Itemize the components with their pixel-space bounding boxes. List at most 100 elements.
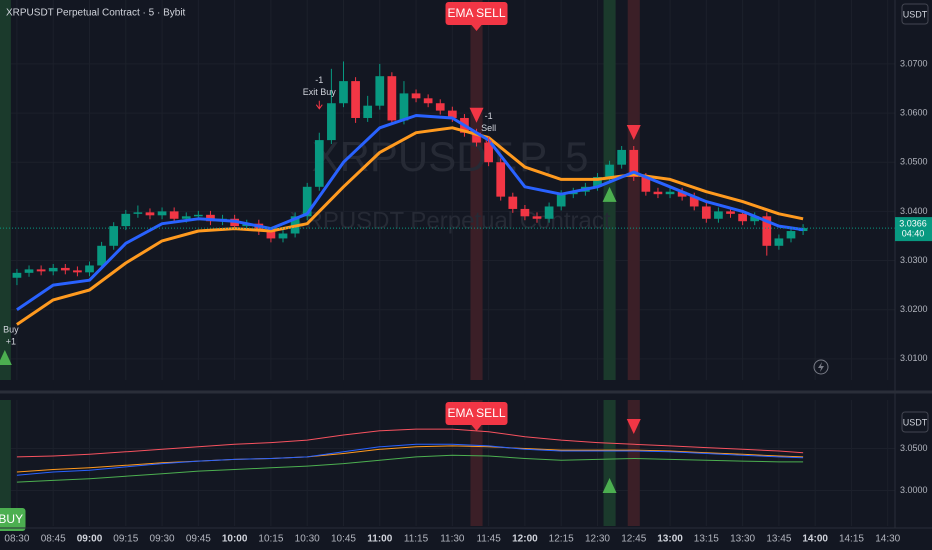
annotation: -1 (315, 75, 323, 85)
candle-body (351, 81, 360, 118)
y-tick-label: 3.0200 (900, 304, 928, 314)
candle-body (738, 213, 747, 222)
signal-marker (602, 478, 617, 493)
y-tick-label: 3.0300 (900, 255, 928, 265)
last-price-box (895, 217, 932, 242)
candle-body (339, 81, 348, 104)
candle-body (435, 103, 445, 111)
candle-body (750, 216, 760, 222)
lightning-icon (818, 362, 824, 372)
indicator-line (16, 445, 804, 473)
x-tick-label: 14:00 (802, 534, 828, 545)
signal-label: BUY (0, 512, 23, 526)
candle-body (423, 98, 433, 104)
candle-body (181, 216, 191, 219)
candle-body (641, 176, 651, 192)
signal-marker (626, 419, 641, 434)
x-tick-label: 08:45 (41, 534, 66, 545)
candle-body (363, 105, 373, 118)
candle-body (206, 214, 215, 222)
annotation-arrow (485, 136, 493, 146)
candle-body (266, 231, 276, 239)
signal-marker (469, 107, 484, 123)
chart-title: XRPUSDT Perpetual Contract · 5 · Bybit (6, 8, 186, 19)
y-tick-label: 3.0400 (900, 206, 928, 216)
countdown: 04:40 (902, 228, 925, 238)
x-tick-label: 09:00 (77, 534, 103, 545)
y-tick-label: 3.0000 (900, 485, 928, 495)
candle-body (278, 233, 288, 239)
annotation: -1 (485, 111, 493, 121)
signal-band (0, 0, 11, 380)
candle-body (12, 272, 22, 278)
last-price-label: 3.0366 (899, 218, 927, 228)
candle-body (121, 213, 131, 227)
candle-body (36, 269, 46, 272)
candle-body (169, 211, 179, 219)
signal-marker (626, 125, 641, 141)
candle-body (193, 214, 203, 217)
currency[interactable]: USDT (903, 417, 928, 427)
candle-body (496, 162, 506, 197)
candle-body (677, 191, 687, 197)
x-tick-label: 12:15 (549, 534, 574, 545)
candle-body (605, 164, 614, 177)
signal-label: EMA SELL (448, 6, 506, 20)
candle-body (689, 196, 699, 207)
candle-body (327, 103, 336, 141)
x-tick-label: 08:30 (4, 534, 29, 545)
candle-body (24, 269, 34, 273)
x-tick-label: 13:15 (694, 534, 719, 545)
currency-button[interactable] (901, 3, 929, 25)
indicator-line (16, 454, 804, 483)
y-tick-label: 3.0600 (900, 107, 928, 117)
candle-body (617, 149, 627, 165)
annotation: Sell (481, 123, 496, 133)
candle-body (399, 93, 409, 121)
candle-body (447, 110, 457, 118)
candle-body (593, 176, 602, 187)
annotation-arrow (315, 100, 323, 110)
signal-band (470, 0, 483, 380)
x-tick-label: 11:15 (404, 534, 429, 545)
plot-layer: EMA SELL Buy +1 -1 Exit Buy -1 Sell EMA SELL BUY (0, 2, 895, 531)
currency-button[interactable] (901, 411, 929, 433)
candle-body (60, 267, 70, 271)
candle-body (556, 194, 566, 207)
annotation: +1 (6, 336, 16, 346)
indicator-line (16, 114, 804, 311)
x-tick-label: 12:30 (585, 534, 610, 545)
signal-marker (0, 350, 12, 365)
signal-band (0, 400, 11, 526)
y-tick-label: 3.0100 (900, 353, 928, 363)
x-tick-label: 11:30 (440, 534, 465, 545)
candle-body (411, 93, 421, 99)
candle-body (544, 206, 554, 219)
signal-band (603, 400, 616, 526)
signal-label-box (445, 2, 508, 25)
x-tick-label: 10:00 (222, 534, 248, 545)
candle-body (387, 76, 397, 121)
watermark: XRPUSDT Perpetual Contract (289, 207, 610, 234)
x-tick-label: 10:45 (331, 534, 356, 545)
x-tick-label: 09:45 (186, 534, 211, 545)
candle-body (73, 270, 82, 273)
y-tick-label: 3.0700 (900, 58, 928, 68)
candle-body (85, 265, 94, 273)
currency[interactable]: USDT (903, 9, 928, 19)
x-tick-label: 09:15 (113, 534, 138, 545)
lightning-icon[interactable] (813, 359, 829, 375)
candle-body (145, 212, 155, 216)
candle-body (375, 76, 385, 106)
signal-label-pointer (471, 425, 482, 431)
candle-body (701, 206, 711, 219)
signal-label: EMA SELL (448, 406, 506, 420)
signal-marker (602, 186, 617, 202)
x-tick-label: 14:15 (839, 534, 864, 545)
annotation: Exit Buy (303, 87, 337, 97)
x-tick-label: 14:30 (875, 534, 900, 545)
